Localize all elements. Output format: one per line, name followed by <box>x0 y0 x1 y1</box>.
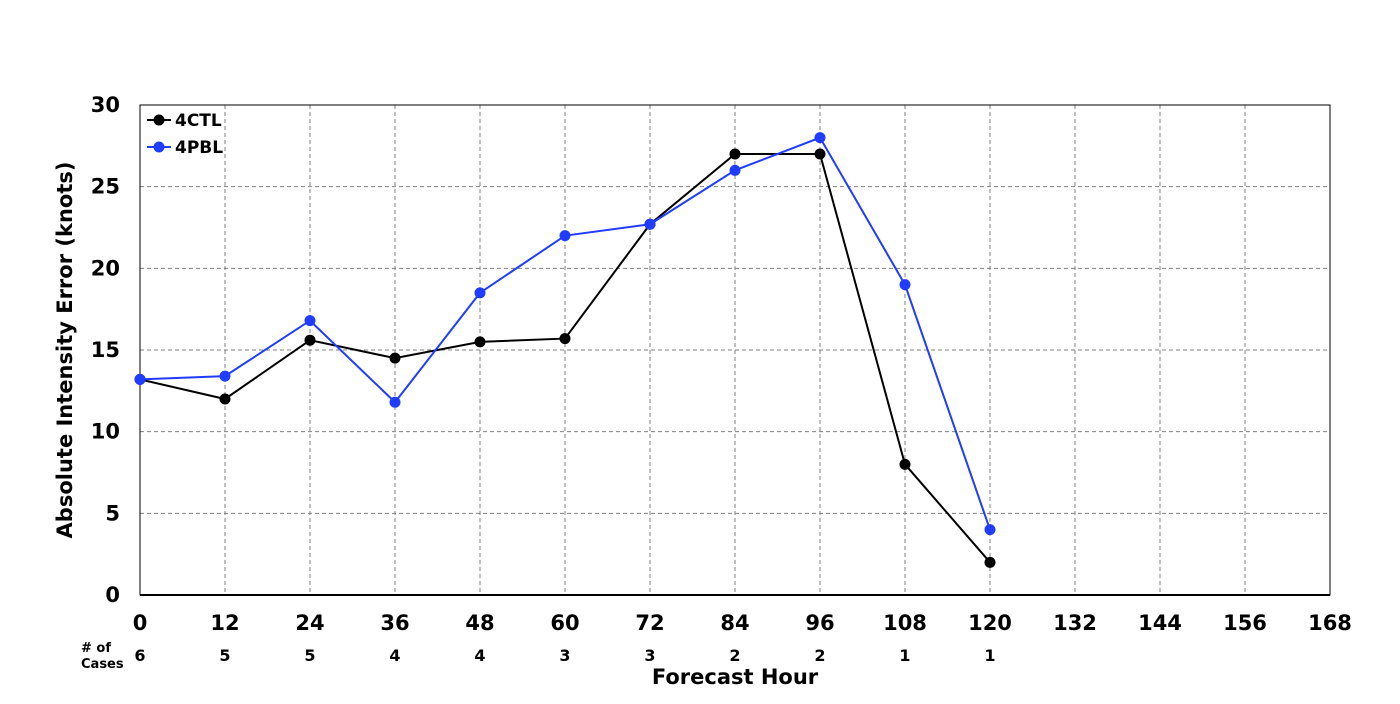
grid-lines <box>140 105 1330 596</box>
x-tick-label: 84 <box>720 611 749 635</box>
data-point <box>729 148 741 160</box>
legend-swatch-marker <box>153 114 165 126</box>
legend-item: 4PBL <box>147 138 223 158</box>
data-point <box>814 148 826 160</box>
y-tick-label: 5 <box>105 501 120 525</box>
x-tick-label: 0 <box>133 611 148 635</box>
series-4ctl <box>134 148 996 568</box>
y-tick-label: 10 <box>91 420 120 444</box>
data-point <box>304 334 316 346</box>
legend-swatch-marker <box>153 141 165 153</box>
data-point <box>729 164 741 176</box>
data-point <box>984 524 996 536</box>
case-count: 4 <box>389 646 400 665</box>
series-4pbl <box>134 132 996 536</box>
y-axis-label: Absolute Intensity Error (knots) <box>53 162 77 539</box>
data-point <box>899 458 911 470</box>
legend-label: 4CTL <box>175 111 222 131</box>
data-point <box>134 373 146 385</box>
data-point <box>219 393 231 405</box>
case-count: 4 <box>474 646 485 665</box>
case-count: 6 <box>134 646 145 665</box>
data-point <box>559 230 571 242</box>
x-tick-label: 132 <box>1053 611 1097 635</box>
x-tick-label: 24 <box>295 611 324 635</box>
x-tick-label: 120 <box>968 611 1012 635</box>
cases-row-label: # of <box>81 641 111 656</box>
data-point <box>644 218 656 230</box>
case-count: 3 <box>644 646 655 665</box>
x-tick-label: 48 <box>465 611 494 635</box>
cases-row-label: Cases <box>81 657 124 672</box>
x-tick-label: 144 <box>1138 611 1182 635</box>
data-point <box>559 333 571 345</box>
legend-item: 4CTL <box>147 111 222 131</box>
legend-label: 4PBL <box>175 138 223 158</box>
x-tick-label: 72 <box>635 611 664 635</box>
x-tick-label: 156 <box>1223 611 1267 635</box>
plot-frame <box>139 104 1331 596</box>
case-count: 2 <box>729 646 740 665</box>
case-count: 5 <box>304 646 315 665</box>
x-tick-label: 96 <box>805 611 834 635</box>
case-count: 1 <box>984 646 995 665</box>
case-count: 1 <box>899 646 910 665</box>
y-tick-label: 30 <box>91 93 120 117</box>
x-tick-label: 168 <box>1308 611 1352 635</box>
data-point <box>304 315 316 327</box>
data-point <box>219 370 231 382</box>
case-count: 5 <box>219 646 230 665</box>
x-axis-label: Forecast Hour <box>652 665 819 689</box>
case-count: 2 <box>814 646 825 665</box>
case-count: 3 <box>559 646 570 665</box>
y-tick-label: 25 <box>91 175 120 199</box>
legend: 4CTL 4PBL <box>147 111 223 158</box>
y-tick-label: 0 <box>105 583 120 607</box>
x-tick-label: 12 <box>210 611 239 635</box>
series-group <box>134 132 996 568</box>
y-tick-label: 20 <box>91 256 120 280</box>
x-tick-label: 108 <box>883 611 927 635</box>
y-tick-label: 15 <box>91 338 120 362</box>
data-point <box>389 352 401 364</box>
data-point <box>474 336 486 348</box>
data-point <box>389 396 401 408</box>
data-point <box>984 556 996 568</box>
x-tick-label: 60 <box>550 611 579 635</box>
data-point <box>814 132 826 144</box>
data-point <box>474 287 486 299</box>
y-tick-labels: 0 5 10 15 20 25 30 <box>91 93 120 607</box>
x-tick-labels: 0 12 24 36 48 60 72 84 96 108 120 132 144 156 168 <box>133 611 1352 635</box>
data-point <box>899 279 911 291</box>
x-tick-label: 36 <box>380 611 409 635</box>
